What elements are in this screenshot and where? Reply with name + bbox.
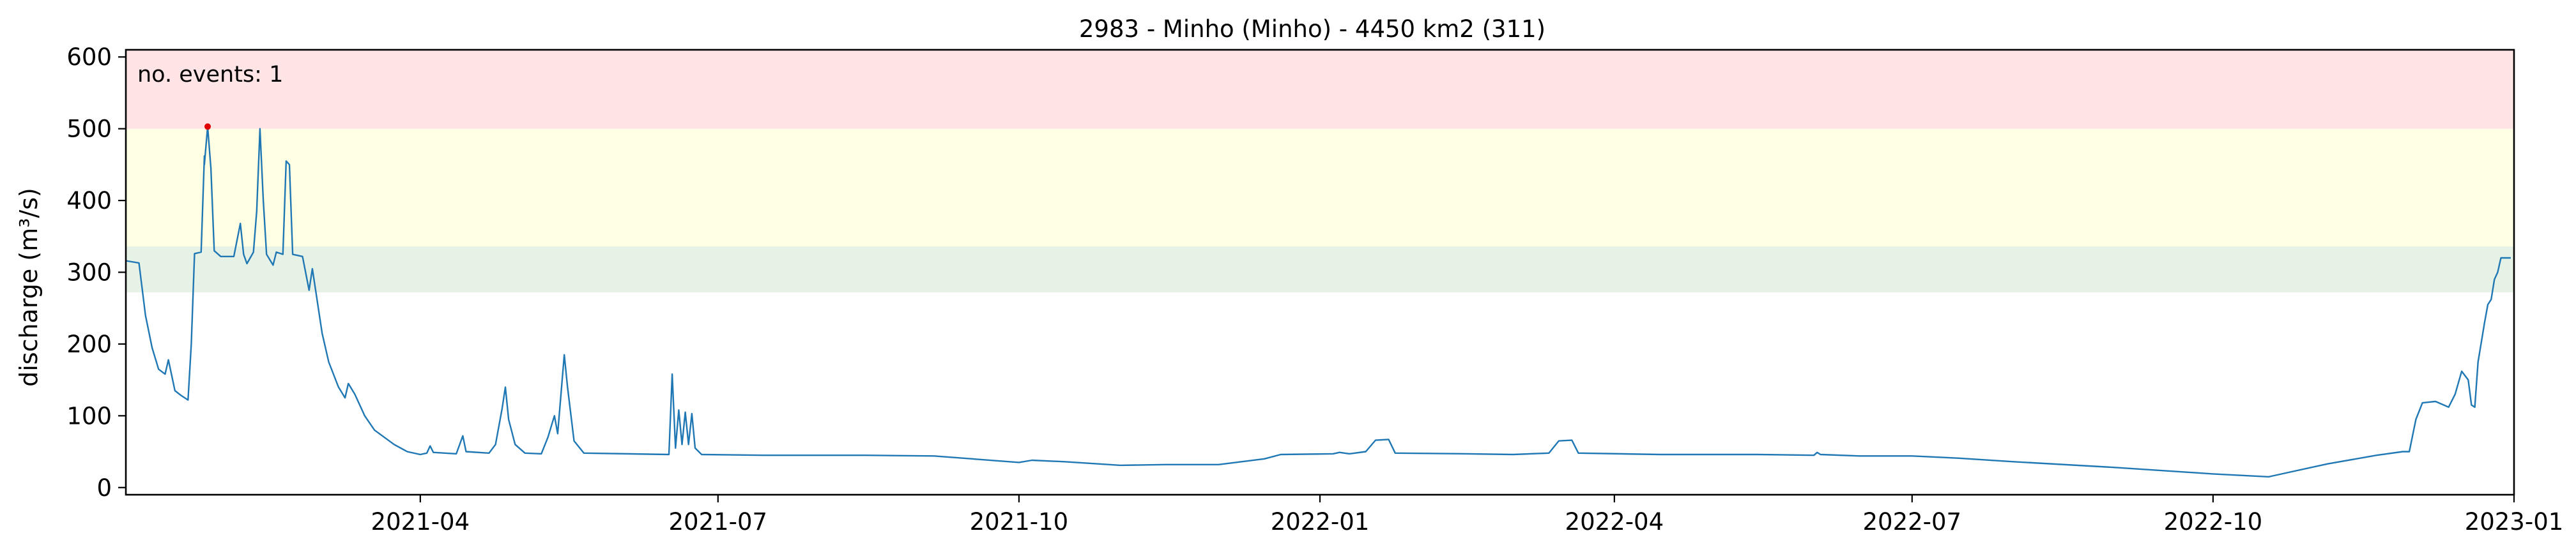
- x-tick-label: 2022-10: [2164, 508, 2263, 536]
- y-tick-label: 400: [66, 187, 112, 214]
- x-axis: 2021-04 2021-07 2021-10 2022-01 2022-04 2022-…: [371, 495, 2564, 536]
- chart-title: 2983 - Minho (Minho) - 4450 km2 (311): [1079, 15, 1545, 43]
- discharge-series-line: [125, 126, 2511, 478]
- y-tick-label: 100: [66, 402, 112, 430]
- event-layer: [204, 123, 211, 130]
- y-tick-label: 200: [66, 331, 112, 358]
- series-layer: [125, 126, 2511, 478]
- threshold-bands: [126, 50, 2514, 292]
- x-tick-label: 2021-07: [669, 508, 768, 536]
- event-point: [204, 123, 211, 130]
- threshold-band-1: [126, 128, 2514, 247]
- y-tick-label: 300: [66, 259, 112, 287]
- y-tick-label: 600: [66, 43, 112, 71]
- x-tick-label: 2022-01: [1271, 508, 1370, 536]
- x-tick-label: 2022-04: [1565, 508, 1664, 536]
- threshold-band-0: [126, 246, 2514, 292]
- x-tick-label: 2022-07: [1863, 508, 1962, 536]
- y-tick-label: 0: [96, 474, 112, 502]
- event-count-annotation: no. events: 1: [137, 62, 283, 87]
- x-tick-label: 2021-04: [371, 508, 470, 536]
- threshold-band-2: [126, 50, 2514, 129]
- y-tick-label: 500: [66, 116, 112, 143]
- x-tick-label: 2023-01: [2465, 508, 2564, 536]
- x-tick-label: 2021-10: [970, 508, 1069, 536]
- y-axis-label: discharge (m³/s): [15, 188, 43, 387]
- y-axis: 0 100 200 300 400 500 600: [66, 43, 126, 502]
